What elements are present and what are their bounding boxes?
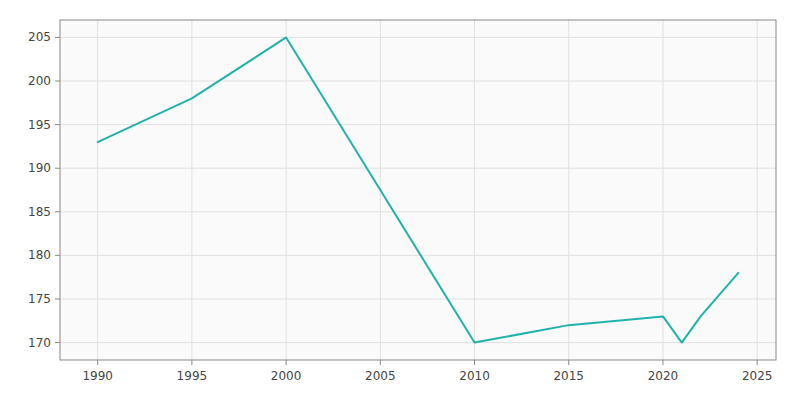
- x-grid-line: [474, 20, 475, 360]
- x-grid-line: [568, 20, 569, 360]
- y-tick: [55, 255, 60, 256]
- y-grid-line: [60, 168, 776, 169]
- x-tick-label: 2005: [365, 369, 396, 383]
- x-tick: [191, 360, 192, 365]
- y-tick-label: 195: [28, 118, 51, 132]
- y-grid-line: [60, 37, 776, 38]
- x-grid-line: [191, 20, 192, 360]
- x-grid-line: [662, 20, 663, 360]
- y-tick: [55, 168, 60, 169]
- y-tick-label: 200: [28, 74, 51, 88]
- y-tick-label: 170: [28, 336, 51, 350]
- y-tick: [55, 298, 60, 299]
- x-tick-label: 2010: [459, 369, 490, 383]
- x-tick: [757, 360, 758, 365]
- plot-background: [60, 20, 776, 360]
- population-line: [98, 37, 739, 342]
- x-grid-line: [286, 20, 287, 360]
- x-tick-label: 2015: [553, 369, 584, 383]
- x-tick: [286, 360, 287, 365]
- chart-container: 1990 1995 2000 2005 2010 2015 2020 2025 170 175 18…: [0, 0, 800, 400]
- y-tick-label: 180: [28, 248, 51, 262]
- plot-frame: [60, 20, 776, 360]
- x-tick: [662, 360, 663, 365]
- y-grid-line: [60, 211, 776, 212]
- y-tick-label: 190: [28, 161, 51, 175]
- x-tick: [97, 360, 98, 365]
- y-tick: [55, 37, 60, 38]
- axes: 1990 1995 2000 2005 2010 2015 2020 2025 170 175 18…: [28, 30, 772, 383]
- x-tick-label: 2000: [271, 369, 302, 383]
- y-grid-line: [60, 298, 776, 299]
- y-tick: [55, 81, 60, 82]
- y-tick: [55, 124, 60, 125]
- y-tick: [55, 342, 60, 343]
- x-tick-label: 2025: [742, 369, 773, 383]
- y-grid-line: [60, 81, 776, 82]
- y-tick-label: 185: [28, 205, 51, 219]
- y-tick: [55, 211, 60, 212]
- y-grid-line: [60, 342, 776, 343]
- chart-svg: 1990 1995 2000 2005 2010 2015 2020 2025 170 175 18…: [0, 0, 800, 400]
- x-tick: [568, 360, 569, 365]
- x-tick-label: 1995: [177, 369, 208, 383]
- y-grid-line: [60, 124, 776, 125]
- x-tick-label: 2020: [648, 369, 679, 383]
- grid: [60, 20, 776, 360]
- y-grid-line: [60, 255, 776, 256]
- x-tick-label: 1990: [82, 369, 113, 383]
- plot-data: [98, 37, 739, 342]
- y-tick-label: 205: [28, 30, 51, 44]
- y-tick-label: 175: [28, 292, 51, 306]
- x-tick: [474, 360, 475, 365]
- x-tick: [380, 360, 381, 365]
- x-grid-line: [97, 20, 98, 360]
- x-grid-line: [757, 20, 758, 360]
